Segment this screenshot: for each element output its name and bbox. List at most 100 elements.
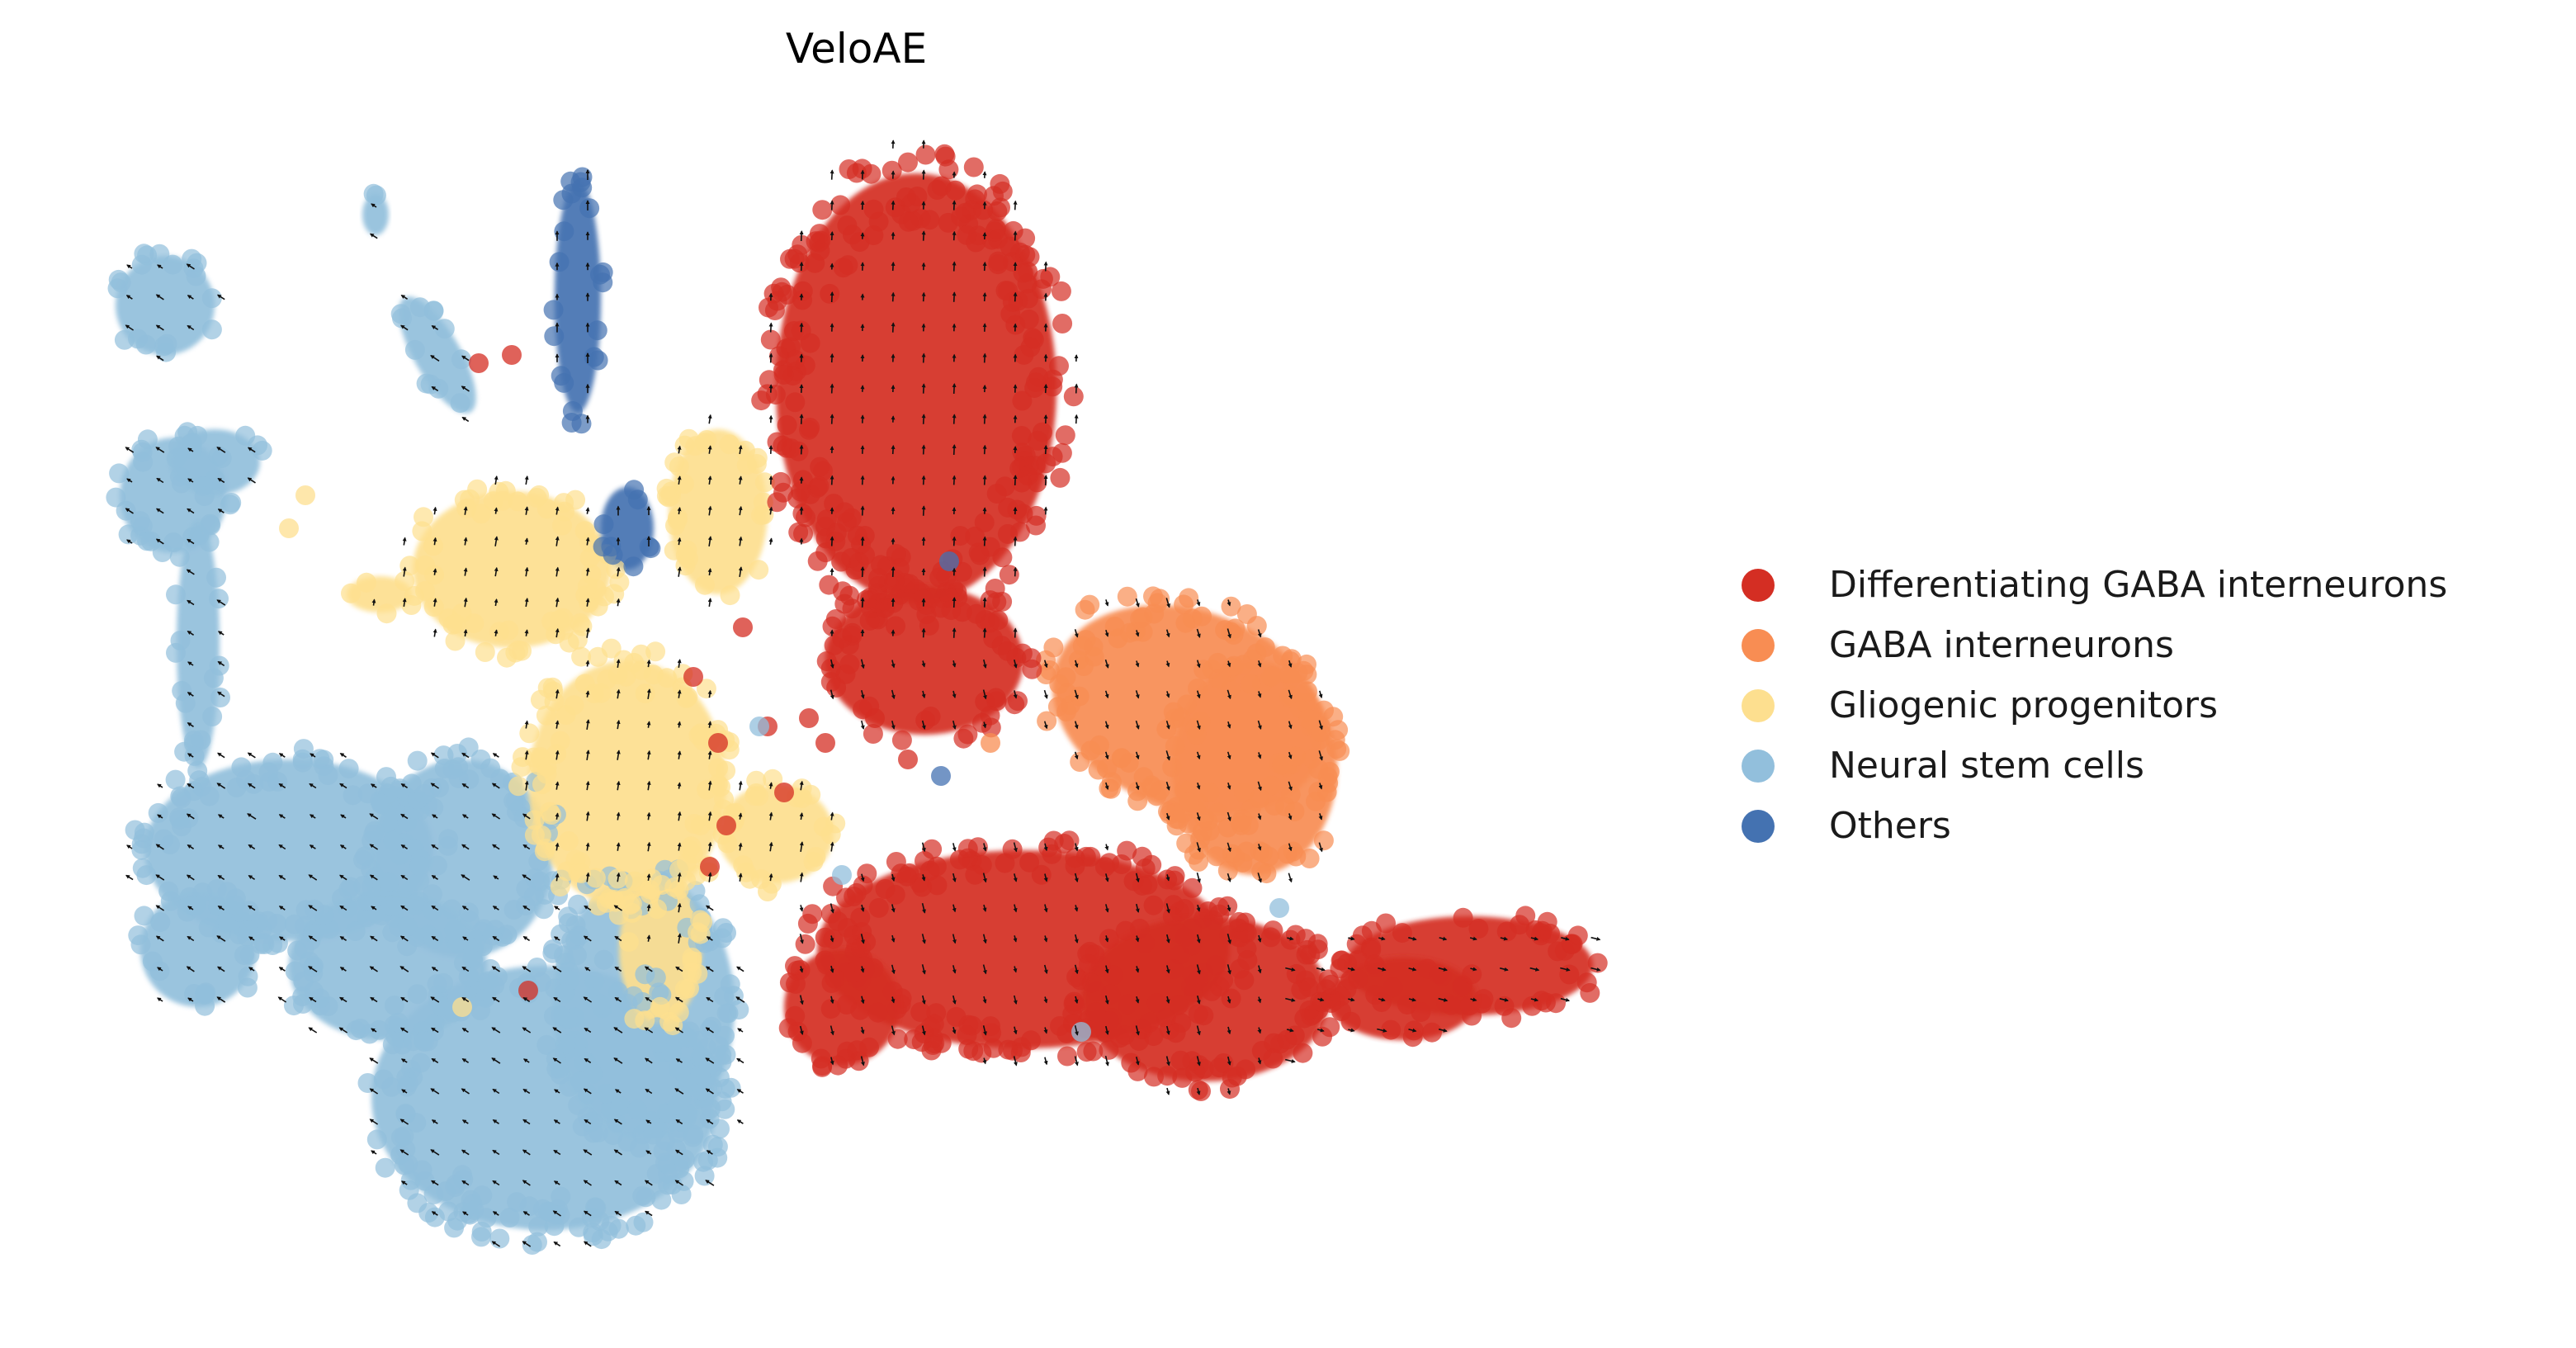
velocity-arrow	[524, 750, 529, 760]
cell-point	[579, 198, 600, 219]
cell-point	[170, 786, 191, 806]
velocity-arrow	[491, 783, 500, 789]
cell-point	[1056, 683, 1077, 703]
velocity-arrow	[247, 783, 256, 789]
cell-point	[980, 537, 1000, 557]
cell-point	[1168, 995, 1189, 1015]
velocity-arrow	[400, 324, 409, 331]
velocity-arrow	[369, 844, 379, 850]
cell-point	[148, 802, 168, 823]
velocity-arrow	[553, 936, 560, 941]
velocity-arrow	[339, 874, 347, 881]
cell-point	[700, 857, 720, 877]
cell-point	[807, 551, 828, 571]
cell-point	[735, 440, 755, 461]
velocity-arrow	[186, 966, 195, 972]
cell-point	[1397, 995, 1417, 1015]
cell-point	[302, 957, 323, 977]
velocity-arrow	[1013, 966, 1018, 973]
velocity-arrow	[677, 902, 682, 913]
velocity-arrow	[1135, 598, 1140, 608]
velocity-arrow	[677, 750, 682, 759]
cell-point	[651, 1190, 672, 1210]
cell-point	[711, 777, 731, 797]
velocity-arrow	[646, 904, 651, 912]
velocity-arrow	[555, 688, 560, 699]
cell-point	[1117, 840, 1137, 861]
velocity-arrow	[645, 1119, 652, 1124]
cell-point	[390, 778, 410, 799]
cell-point	[676, 1109, 697, 1129]
cell-point	[1193, 807, 1214, 828]
cell-point	[593, 949, 614, 970]
velocity-arrow	[677, 566, 682, 577]
cell-point	[919, 615, 939, 636]
velocity-arrow	[738, 445, 743, 455]
velocity-arrow	[952, 843, 957, 852]
cell-point	[819, 575, 839, 595]
cell-point	[1026, 515, 1046, 536]
velocity-arrow	[1196, 690, 1201, 699]
velocity-arrow	[1227, 996, 1231, 1004]
cell-point	[571, 414, 592, 434]
velocity-arrow	[674, 1088, 684, 1095]
cell-point	[792, 778, 812, 799]
velocity-arrow	[155, 844, 164, 850]
cell-point	[820, 283, 840, 304]
velocity-arrow	[277, 996, 287, 1003]
cell-point	[395, 1104, 416, 1123]
cell-point	[1462, 964, 1482, 985]
velocity-arrow	[1165, 781, 1170, 791]
cell-point	[584, 972, 605, 992]
velocity-arrow	[555, 873, 560, 882]
velocity-arrow	[1196, 1056, 1201, 1067]
velocity-arrow	[583, 1241, 592, 1247]
cell-point	[812, 200, 833, 220]
legend-label: Neural stem cells	[1829, 745, 2144, 787]
cell-point	[1494, 996, 1515, 1016]
velocity-arrow	[216, 783, 226, 789]
velocity-arrow	[1196, 1087, 1201, 1095]
velocity-arrow	[614, 1210, 622, 1217]
velocity-arrow	[738, 536, 743, 546]
cell-point	[550, 877, 570, 897]
cell-point	[931, 176, 952, 196]
cell-point	[1000, 236, 1020, 257]
velocity-arrow	[644, 1027, 654, 1033]
velocity-arrow	[982, 843, 987, 852]
velocity-arrow	[707, 475, 712, 485]
velocity-arrow	[1165, 660, 1170, 668]
velocity-arrow	[891, 200, 896, 210]
cell-point	[746, 770, 767, 791]
cell-point	[360, 891, 380, 911]
velocity-arrow	[308, 966, 318, 972]
velocity-arrow	[217, 906, 225, 910]
cell-point	[988, 254, 1009, 275]
cell-point	[239, 920, 259, 941]
cell-point	[1331, 1001, 1351, 1022]
velocity-arrow	[187, 478, 194, 483]
cell-point	[1050, 467, 1071, 488]
velocity-arrow	[248, 905, 256, 911]
cell-point	[380, 811, 400, 831]
velocity-arrow	[1196, 720, 1201, 731]
cell-point	[221, 493, 242, 513]
cell-point	[699, 1109, 720, 1129]
cell-point	[733, 617, 753, 637]
cell-point	[749, 717, 769, 736]
velocity-arrow	[217, 844, 225, 849]
velocity-arrow	[1529, 967, 1540, 972]
velocity-arrow	[309, 814, 316, 819]
cell-point	[518, 981, 538, 1000]
cell-point	[404, 339, 425, 360]
velocity-arrow	[1074, 383, 1079, 394]
velocity-arrow	[399, 1027, 409, 1033]
velocity-arrow	[952, 261, 957, 272]
velocity-arrow	[768, 506, 773, 515]
cell-point	[990, 173, 1010, 194]
velocity-arrow	[399, 1119, 409, 1125]
velocity-arrow	[522, 966, 532, 972]
velocity-arrow	[157, 814, 163, 819]
velocity-arrow	[891, 964, 896, 975]
cell-point	[767, 492, 787, 513]
